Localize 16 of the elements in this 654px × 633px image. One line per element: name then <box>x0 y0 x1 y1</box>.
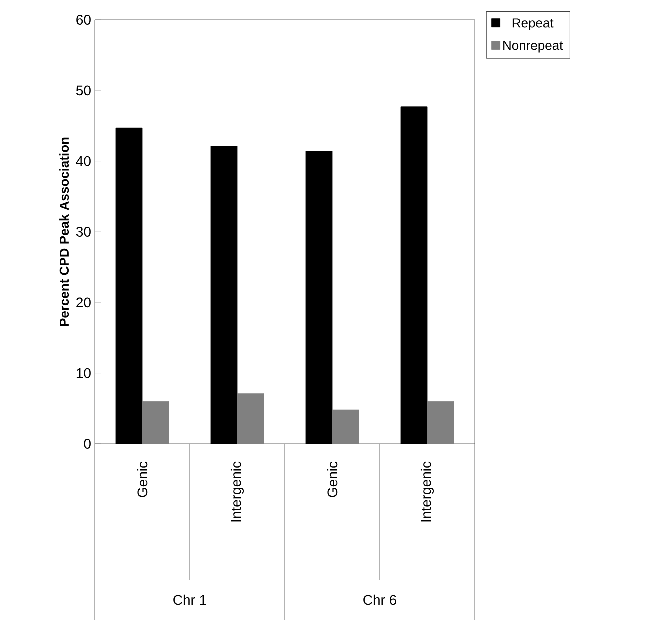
x-tick-label: Genic <box>137 462 148 498</box>
x-tick-label: Intergenic <box>420 462 434 522</box>
x-tick-label: Intergenic <box>230 462 244 522</box>
legend-label: Nonrepeat <box>504 41 564 53</box>
y-tick-label: 10 <box>76 368 91 378</box>
text: Chr 6 <box>364 594 396 606</box>
text: Chr 1 <box>174 594 206 606</box>
y-axis-title: Percent CPD Peak Association <box>60 138 70 326</box>
y-tick-label: 0 <box>84 439 91 449</box>
y-tick-label: 30 <box>76 227 91 237</box>
y-tick-label: 50 <box>76 86 91 96</box>
y-tick-label: 60 <box>76 15 91 25</box>
legend-label: Repeat <box>512 18 554 30</box>
y-tick-label: 40 <box>76 156 91 166</box>
y-tick-label: 20 <box>76 298 91 308</box>
x-tick-label: Genic <box>327 462 338 498</box>
